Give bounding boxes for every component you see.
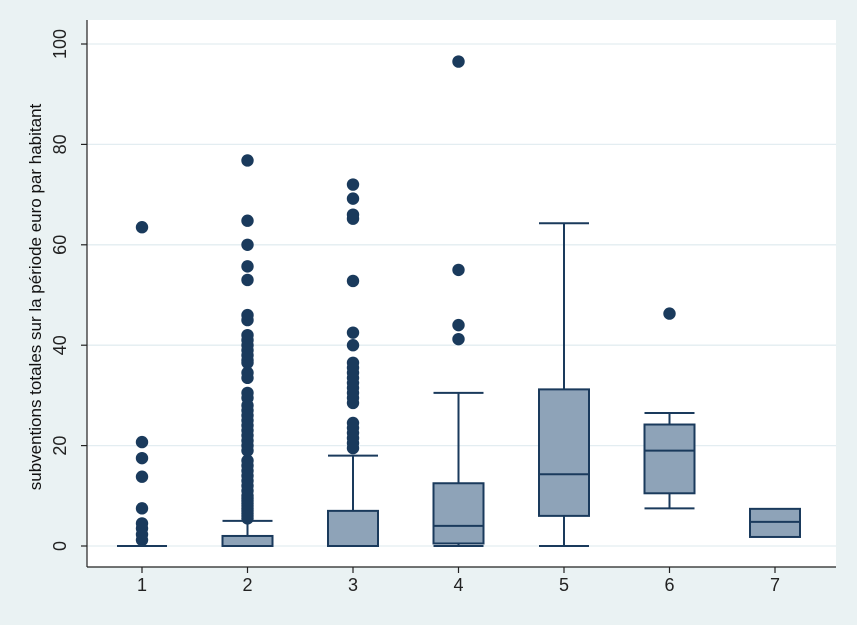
- x-tick-label: 1: [137, 575, 147, 595]
- iqr-box: [221, 534, 274, 548]
- box-group: [749, 507, 801, 538]
- outlier-point: [346, 274, 360, 288]
- x-tick-label: 2: [242, 575, 252, 595]
- y-tick-label: 80: [50, 134, 70, 154]
- outlier-point: [241, 260, 254, 273]
- outlier-point: [452, 318, 465, 332]
- outlier-point: [241, 313, 254, 327]
- outlier-point: [241, 371, 254, 385]
- iqr-box: [538, 388, 590, 517]
- outlier-point: [241, 356, 254, 369]
- box-group: [643, 411, 696, 510]
- box-group: [432, 391, 485, 547]
- outlier-point: [135, 470, 149, 483]
- outlier-point: [346, 192, 360, 205]
- outlier-point: [452, 55, 465, 68]
- y-tick-label: 100: [50, 29, 70, 59]
- y-tick-label: 40: [50, 335, 70, 355]
- outlier-point: [663, 307, 676, 320]
- boxes: [117, 222, 801, 548]
- outlier-point: [135, 502, 149, 515]
- outlier-point: [135, 533, 149, 547]
- outlier-point: [241, 273, 254, 287]
- outlier-point: [241, 238, 254, 251]
- plot-area: [87, 20, 836, 567]
- y-tick-label: 0: [50, 541, 70, 551]
- outlier-point: [241, 154, 254, 167]
- outlier-point: [241, 214, 254, 227]
- x-tick-label: 6: [664, 575, 674, 595]
- outlier-point: [452, 332, 465, 346]
- box-group: [538, 222, 590, 547]
- x-axis: 1 2 3 4 5 6 7: [87, 566, 836, 595]
- outlier-point: [346, 441, 360, 455]
- outlier-point: [346, 178, 360, 191]
- outlier-point: [346, 396, 360, 410]
- iqr-box: [749, 507, 801, 538]
- x-tick-label: 5: [559, 575, 569, 595]
- outlier-point: [135, 451, 149, 465]
- y-axis-title: subventions totales sur la période euro …: [26, 103, 45, 490]
- x-tick-label: 4: [453, 575, 463, 595]
- outlier-point: [135, 221, 149, 234]
- outliers: [135, 55, 676, 547]
- outlier-point: [346, 339, 360, 352]
- x-tick-label: 7: [770, 575, 780, 595]
- x-tick-label: 3: [348, 575, 358, 595]
- outlier-point: [241, 444, 254, 457]
- y-tick-label: 20: [50, 436, 70, 456]
- outlier-point: [452, 263, 465, 277]
- y-axis: 0 20 40 60 80 100: [50, 20, 88, 567]
- outlier-point: [346, 212, 360, 225]
- iqr-box: [643, 423, 696, 495]
- iqr-box: [327, 509, 379, 547]
- outlier-point: [135, 435, 149, 449]
- outlier-point: [346, 326, 360, 339]
- box-group: [327, 454, 379, 547]
- iqr-box: [432, 482, 485, 545]
- outlier-point: [241, 512, 254, 525]
- y-tick-label: 60: [50, 235, 70, 255]
